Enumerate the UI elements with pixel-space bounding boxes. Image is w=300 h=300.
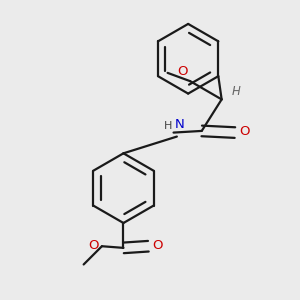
Text: O: O xyxy=(152,239,163,252)
Text: O: O xyxy=(239,125,250,138)
Text: H: H xyxy=(232,85,241,98)
Text: H: H xyxy=(164,121,172,131)
Text: O: O xyxy=(88,239,99,252)
Text: O: O xyxy=(177,65,188,79)
Text: N: N xyxy=(175,118,185,131)
